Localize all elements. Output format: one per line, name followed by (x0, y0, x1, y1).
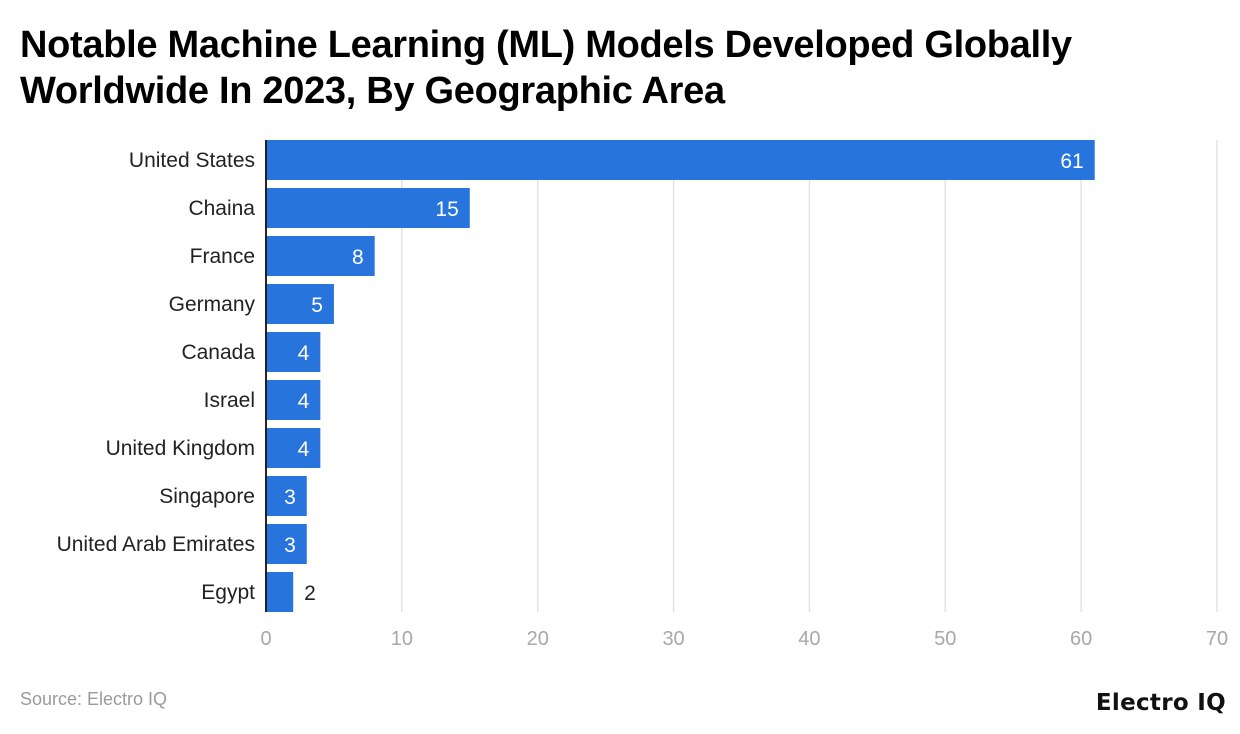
bar (266, 476, 307, 516)
data-label: 4 (298, 438, 310, 461)
source-note: Source: Electro IQ (20, 689, 168, 709)
bar (266, 428, 321, 468)
data-label: 3 (284, 534, 296, 557)
bar (266, 572, 294, 612)
x-tick-label: 10 (391, 628, 413, 650)
bar (266, 332, 321, 372)
x-tick-label: 40 (798, 628, 820, 650)
category-label: Chaina (188, 197, 255, 220)
data-label: 5 (311, 294, 323, 317)
bar (266, 236, 375, 276)
bar (266, 284, 334, 324)
bar (266, 140, 1095, 180)
category-label: Germany (169, 293, 256, 316)
category-label: United Kingdom (106, 437, 255, 460)
data-label: 15 (435, 198, 458, 221)
x-tick-label: 30 (662, 628, 684, 650)
category-label: Singapore (159, 485, 255, 508)
x-tick-label: 20 (527, 628, 549, 650)
bar (266, 524, 307, 564)
category-label: France (190, 245, 255, 268)
data-label: 61 (1060, 150, 1083, 173)
data-label: 3 (284, 486, 296, 509)
x-tick-label: 60 (1070, 628, 1092, 650)
x-tick-label: 0 (260, 628, 271, 650)
category-label: Canada (181, 341, 255, 364)
bar (266, 188, 470, 228)
category-label: Israel (204, 389, 255, 412)
data-label: 4 (298, 390, 310, 413)
x-tick-label: 70 (1206, 628, 1228, 650)
x-tick-label: 50 (934, 628, 956, 650)
data-label: 8 (352, 246, 364, 269)
bar (266, 380, 321, 420)
category-label: Egypt (201, 581, 255, 604)
chart-title: Notable Machine Learning (ML) Models Dev… (20, 24, 1072, 112)
category-label: United Arab Emirates (57, 533, 255, 556)
data-label: 2 (304, 582, 316, 605)
category-label: United States (129, 149, 255, 172)
data-label: 4 (298, 342, 310, 365)
electro-iq-logo: Electro IQ (1095, 690, 1226, 716)
